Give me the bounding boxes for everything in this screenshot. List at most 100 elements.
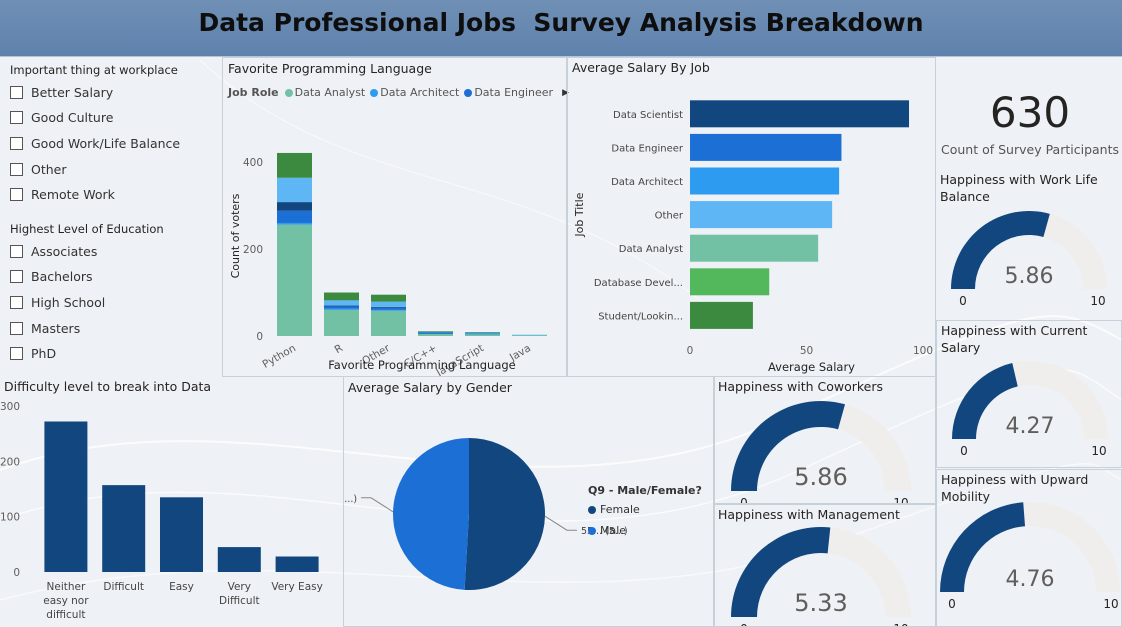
bar-database-devel[interactable] <box>690 268 770 296</box>
bar-segment-python-0[interactable] <box>277 224 312 336</box>
bar-segment-other-2[interactable] <box>371 307 406 310</box>
y-tick-label-student-lookin: Student/Lookin... <box>598 311 683 322</box>
bar-segment-javascript-1[interactable] <box>465 333 500 335</box>
bar-segment-r-5[interactable] <box>324 292 359 301</box>
gauge-title: Salary <box>941 340 981 355</box>
slicer-item-remote-work[interactable]: Remote Work <box>10 185 115 203</box>
bar-difficult[interactable] <box>102 485 146 572</box>
bar-student-lookin[interactable] <box>690 301 753 329</box>
salary-by-job-title: Average Salary By Job <box>572 60 710 75</box>
bar-data-scientist[interactable] <box>690 100 910 128</box>
checkbox[interactable] <box>10 346 23 360</box>
salary-by-gender-title: Average Salary by Gender <box>348 380 512 395</box>
legend-item-data-architect[interactable]: Data Architect <box>370 86 459 99</box>
bar-segment-python-1[interactable] <box>277 222 312 225</box>
x-tick-label: 50 <box>800 345 813 357</box>
checkbox[interactable] <box>10 187 23 201</box>
slicer-item-label: Better Salary <box>31 84 114 100</box>
slicer-item-masters[interactable]: Masters <box>10 319 80 337</box>
checkbox[interactable] <box>10 269 23 283</box>
gauge-fill[interactable] <box>952 363 1018 439</box>
bar-segment-r-2[interactable] <box>324 306 359 309</box>
checkbox[interactable] <box>10 244 23 258</box>
bar-segment-r-3[interactable] <box>324 305 359 307</box>
bar-segment-javascript-4[interactable] <box>465 332 500 334</box>
gauge-fill[interactable] <box>731 527 831 617</box>
pie-slice-male[interactable] <box>393 438 469 590</box>
education-slicer-title: Highest Level of Education <box>10 222 164 236</box>
checkbox[interactable] <box>10 295 23 309</box>
checkbox[interactable] <box>10 136 23 150</box>
legend-item-data-analyst[interactable]: Data Analyst <box>284 86 365 99</box>
education-slicer: Highest Level of Education Associates Ba… <box>0 217 222 375</box>
bar-segment-r-4[interactable] <box>324 300 359 306</box>
bar-segment-java-0[interactable] <box>512 335 547 336</box>
legend-dot-icon <box>464 88 473 97</box>
slicer-item-better-salary[interactable]: Better Salary <box>10 83 113 101</box>
y-tick-label-data-scientist: Data Scientist <box>613 110 683 121</box>
bar-data-engineer[interactable] <box>690 133 842 161</box>
gauge-fill[interactable] <box>951 211 1050 289</box>
y-tick-label: 200 <box>243 244 263 256</box>
bar-segment-java-4[interactable] <box>512 334 547 336</box>
x-tick-label: 100 <box>913 345 933 357</box>
bar-segment-javascript-0[interactable] <box>465 334 500 336</box>
bar-segment-python-3[interactable] <box>277 202 312 211</box>
bar-segment-other-0[interactable] <box>371 310 406 336</box>
difficulty-title: Difficulty level to break into Data <box>4 379 212 394</box>
checkbox[interactable] <box>10 85 23 99</box>
pie-slice-female[interactable] <box>464 438 546 590</box>
bar-segment-javascript-5[interactable] <box>465 332 500 333</box>
checkbox[interactable] <box>10 321 23 335</box>
bar-segment-other-3[interactable] <box>371 306 406 308</box>
x-tick-label: 0 <box>687 345 694 357</box>
bar-segment-python-2[interactable] <box>277 210 312 223</box>
bar-segment-c-c-5[interactable] <box>418 331 453 332</box>
gauge-title: Happiness with Current <box>941 323 1088 338</box>
gauge-fill[interactable] <box>940 502 1026 592</box>
checkbox[interactable] <box>10 162 23 176</box>
gauge-value-label: 4.27 <box>1006 414 1055 439</box>
slicer-item-phd[interactable]: PhD <box>10 344 56 362</box>
bar-segment-other-1[interactable] <box>371 309 406 311</box>
bar-very-easy[interactable] <box>275 556 319 572</box>
bar-segment-c-c-0[interactable] <box>418 333 453 336</box>
gauge-fill[interactable] <box>731 401 846 491</box>
slicer-item-bachelors[interactable]: Bachelors <box>10 267 93 285</box>
legend-next-arrow-icon[interactable]: ▶ <box>562 87 570 98</box>
bar-segment-other-5[interactable] <box>371 294 406 302</box>
legend-item-data-engineer[interactable]: Data Engineer <box>464 86 553 99</box>
bar-segment-python-4[interactable] <box>277 177 312 203</box>
pie-data-label-female: 55... (5...) <box>581 526 628 537</box>
slicer-item-label: Other <box>31 161 67 177</box>
slicer-item-good-work-life-balance[interactable]: Good Work/Life Balance <box>10 134 180 152</box>
y-tick-label-data-engineer: Data Engineer <box>611 143 683 154</box>
bar-easy[interactable] <box>160 497 203 572</box>
legend-item-female[interactable]: Female <box>588 503 702 516</box>
slicer-item-label: Bachelors <box>31 268 93 284</box>
bar-segment-c-c-2[interactable] <box>418 332 453 334</box>
bar-segment-r-1[interactable] <box>324 308 359 310</box>
bar-data-analyst[interactable] <box>690 234 819 262</box>
bar-segment-other-4[interactable] <box>371 301 406 307</box>
bar-segment-javascript-2[interactable] <box>465 333 500 334</box>
bar-data-architect[interactable] <box>690 167 840 195</box>
bar-neither-easy-nor-difficult[interactable] <box>44 421 88 572</box>
bar-very-difficult[interactable] <box>217 547 261 572</box>
gauge-happiness-with-management: Happiness with Management 5.33 0 10 <box>718 507 911 626</box>
bar-segment-c-c-3[interactable] <box>418 332 453 334</box>
bar-other[interactable] <box>690 201 833 229</box>
bar-segment-python-5[interactable] <box>277 152 312 178</box>
gauge-max-label: 10 <box>1090 294 1105 308</box>
slicer-item-good-culture[interactable]: Good Culture <box>10 108 113 126</box>
bar-segment-c-c-4[interactable] <box>418 331 453 333</box>
slicer-item-other[interactable]: Other <box>10 160 67 178</box>
bar-segment-r-0[interactable] <box>324 309 359 336</box>
slicer-item-associates[interactable]: Associates <box>10 242 97 260</box>
legend-item-male[interactable]: Male <box>588 524 702 537</box>
legend-title: Job Role <box>228 86 279 99</box>
checkbox[interactable] <box>10 110 23 124</box>
slicer-item-high-school[interactable]: High School <box>10 293 105 311</box>
y-tick-label: 0 <box>256 331 263 343</box>
bar-segment-c-c-1[interactable] <box>418 333 453 334</box>
